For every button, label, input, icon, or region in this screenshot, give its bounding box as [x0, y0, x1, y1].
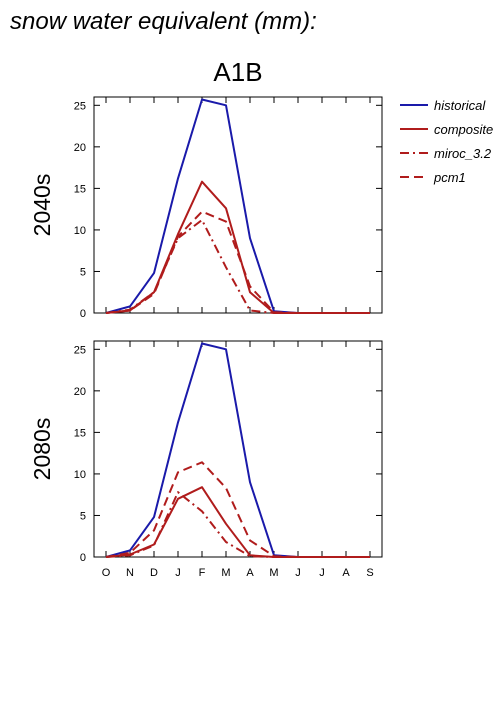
legend-item-composite: composite [400, 122, 493, 137]
series-line-composite [105, 180, 370, 314]
x-tick-label: M [221, 567, 230, 579]
series-line-miroc_3.2 [105, 491, 370, 558]
series-line-historical [105, 342, 370, 558]
y-tick-label: 0 [80, 552, 86, 564]
legend-label: pcm1 [433, 170, 466, 185]
y-tick-label: 0 [80, 308, 86, 320]
legend-label: miroc_3.2 [434, 146, 492, 161]
y-tick-label: 20 [74, 386, 86, 398]
y-tick-label: 15 [74, 427, 86, 439]
panel-frame [93, 340, 383, 558]
series-line-pcm1 [105, 210, 370, 314]
series-line-pcm1 [105, 461, 370, 558]
panel-2040s: 0 5 10 15 20 25 2040s [29, 96, 383, 320]
x-tick-label: D [150, 567, 158, 579]
legend-item-historical: historical [400, 98, 486, 113]
x-tick-label: J [175, 567, 181, 579]
y-tick-label: 25 [74, 100, 86, 112]
y-tick-label: 20 [74, 142, 86, 154]
x-tick-label: O [102, 567, 111, 579]
x-tick-label: J [295, 567, 301, 579]
panels-group: 0 5 10 15 20 25 2040s 0 5 10 15 20 25 O N D J F M A M J J A S 208… [29, 96, 383, 579]
x-tick-label: M [269, 567, 278, 579]
y-tick-label: 25 [74, 344, 86, 356]
row-label-2080s: 2080s [29, 418, 55, 481]
series-line-historical [105, 98, 370, 314]
legend-item-miroc_3.2: miroc_3.2 [400, 146, 492, 161]
panel-2080s: 0 5 10 15 20 25 O N D J F M A M J J A S 2080s [29, 340, 383, 579]
page-title: snow water equivalent (mm): [10, 8, 317, 35]
y-tick-label: 10 [74, 225, 86, 237]
x-tick-label: J [319, 567, 325, 579]
legend-item-pcm1: pcm1 [400, 170, 466, 185]
x-tick-label: N [126, 567, 134, 579]
x-tick-label: A [342, 567, 350, 579]
legend-label: composite [434, 122, 493, 137]
y-tick-label: 5 [80, 510, 86, 522]
x-tick-label: A [246, 567, 254, 579]
scenario-title: A1B [213, 57, 262, 87]
panel-frame [93, 96, 383, 314]
row-label-2040s: 2040s [29, 174, 55, 237]
series-line-composite [105, 486, 370, 558]
y-tick-label: 5 [80, 266, 86, 278]
legend: historical composite miroc_3.2 pcm1 [400, 98, 493, 185]
legend-label: historical [434, 98, 486, 113]
y-tick-label: 15 [74, 183, 86, 195]
x-tick-label: F [199, 567, 206, 579]
y-tick-label: 10 [74, 469, 86, 481]
x-tick-label: S [366, 567, 373, 579]
